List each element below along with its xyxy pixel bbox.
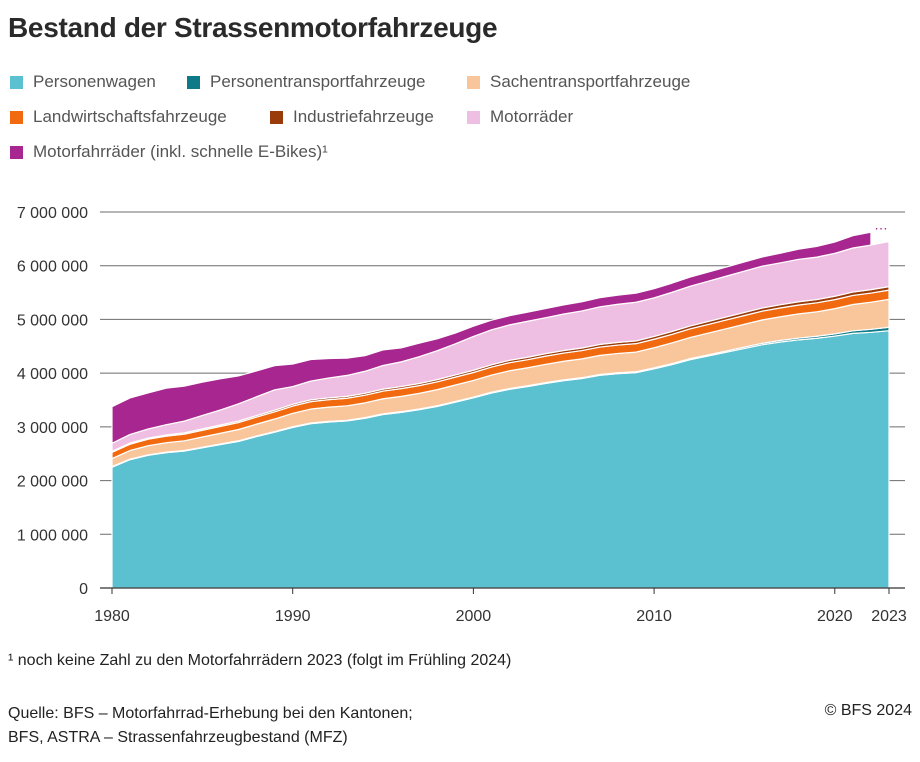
legend-item: Landwirtschaftsfahrzeuge xyxy=(10,107,227,127)
x-tick-label: 2010 xyxy=(636,608,672,625)
legend-label: Motorräder xyxy=(490,107,574,126)
stacked-area-chart: 0 1 000 000 2 000 000 3 000 000 4 000 000 5 0… xyxy=(17,205,907,625)
legend-label: Personenwagen xyxy=(33,72,156,91)
legend-label: Personentransportfahrzeuge xyxy=(210,72,426,91)
y-tick-label: 7 000 000 xyxy=(17,205,88,222)
legend-label: Sachentransportfahrzeuge xyxy=(490,72,691,91)
annotations: … xyxy=(874,216,888,232)
legend-item: Sachentransportfahrzeuge xyxy=(467,72,690,92)
source-line-1: Quelle: BFS – Motorfahrrad-Erhebung bei … xyxy=(8,705,413,722)
x-tick-label: 2000 xyxy=(456,608,492,625)
legend-swatch xyxy=(467,110,480,124)
x-tick-label: 2023 xyxy=(871,608,907,625)
legend-swatch xyxy=(10,145,23,159)
source-note: Quelle: BFS – Motorfahrrad-Erhebung bei … xyxy=(8,702,413,750)
legend-swatch xyxy=(10,75,23,89)
legend-item: Personentransportfahrzeuge xyxy=(187,72,425,92)
area-series xyxy=(111,231,890,589)
chart-title: Bestand der Strassenmotorfahrzeuge xyxy=(8,12,498,43)
missing-data-marker: … xyxy=(874,216,888,232)
legend-label: Landwirtschaftsfahrzeuge xyxy=(33,107,227,126)
y-tick-label: 2 000 000 xyxy=(17,474,88,491)
y-tick-label: 0 xyxy=(79,581,88,598)
source-line-2: BFS, ASTRA – Strassenfahrzeugbestand (MF… xyxy=(8,729,348,746)
legend-swatch xyxy=(467,75,480,89)
x-tick-label: 1990 xyxy=(275,608,311,625)
y-tick-label: 4 000 000 xyxy=(17,366,88,383)
legend-label: Industriefahrzeuge xyxy=(293,107,434,126)
legend-item: Industriefahrzeuge xyxy=(270,107,434,127)
legend-swatch xyxy=(270,110,283,124)
copyright: © BFS 2024 xyxy=(824,702,912,719)
axes: 0 1 000 000 2 000 000 3 000 000 4 000 000 5 0… xyxy=(17,205,907,625)
area-series-path xyxy=(111,231,872,444)
legend-swatch xyxy=(187,75,200,89)
y-tick-label: 5 000 000 xyxy=(17,312,88,329)
legend-item: Personenwagen xyxy=(10,72,156,92)
y-tick-label: 3 000 000 xyxy=(17,420,88,437)
legend-item: Motorräder xyxy=(467,107,573,127)
legend-label: Motorfahrräder (inkl. schnelle E-Bikes)¹ xyxy=(33,142,328,161)
footnote: ¹ noch keine Zahl zu den Motorfahrrädern… xyxy=(8,652,512,669)
y-tick-label: 1 000 000 xyxy=(17,527,88,544)
y-tick-label: 6 000 000 xyxy=(17,259,88,276)
x-tick-label: 2020 xyxy=(817,608,853,625)
legend-item: Motorfahrräder (inkl. schnelle E-Bikes)¹ xyxy=(10,142,328,162)
legend-swatch xyxy=(10,110,23,124)
x-tick-label: 1980 xyxy=(94,608,130,625)
